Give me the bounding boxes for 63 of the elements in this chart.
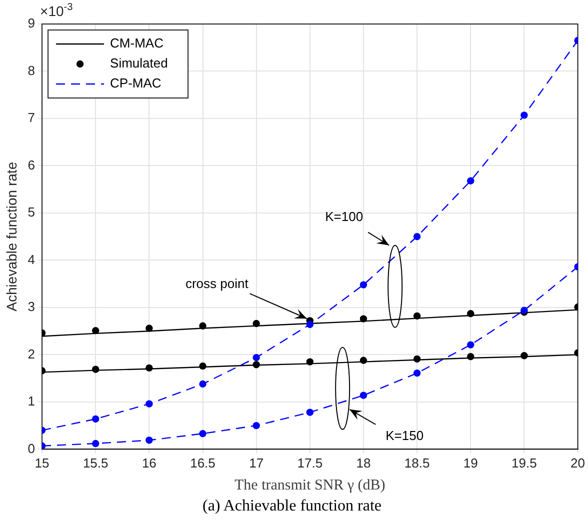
point bbox=[467, 177, 474, 184]
y-tick-label: 9 bbox=[28, 16, 36, 31]
y-tick-label: 3 bbox=[28, 299, 36, 314]
point bbox=[146, 364, 153, 372]
point bbox=[146, 400, 153, 408]
point bbox=[252, 422, 260, 430]
point bbox=[306, 320, 314, 328]
point bbox=[92, 440, 100, 448]
y-tick-label: 8 bbox=[28, 62, 36, 78]
y-tick-label: 4 bbox=[28, 252, 36, 267]
y-tick-label: 2 bbox=[28, 346, 36, 362]
point bbox=[413, 355, 421, 363]
point bbox=[360, 315, 368, 322]
x-tick-label: 17 bbox=[249, 456, 264, 471]
legend-label: Simulated bbox=[110, 56, 168, 71]
point bbox=[92, 327, 100, 334]
point bbox=[199, 430, 206, 438]
x-tick-label: 19.5 bbox=[512, 456, 537, 471]
point bbox=[413, 312, 421, 320]
point bbox=[413, 370, 421, 377]
x-tick-label: 18 bbox=[356, 456, 371, 471]
point bbox=[199, 380, 206, 388]
x-tick-label: 18.5 bbox=[404, 456, 430, 471]
x-tick-label: 19 bbox=[463, 456, 478, 471]
x-tick-label: 20 bbox=[570, 456, 586, 471]
point bbox=[306, 408, 314, 416]
point bbox=[146, 324, 153, 332]
point bbox=[467, 310, 474, 318]
x-tick-label: 15 bbox=[34, 456, 50, 471]
point bbox=[199, 362, 206, 370]
y-tick-label: 1 bbox=[28, 394, 36, 409]
annotation: K=100 bbox=[325, 208, 364, 224]
annotation: cross point bbox=[185, 276, 249, 292]
point bbox=[520, 352, 528, 360]
annotation: K=150 bbox=[386, 428, 424, 443]
point bbox=[467, 341, 474, 348]
y-tick-label: 5 bbox=[28, 204, 36, 220]
point bbox=[252, 361, 260, 368]
x-axis-title: The transmit SNR γ (dB) bbox=[234, 478, 386, 494]
legend-label: CM-MAC bbox=[110, 36, 164, 51]
y-tick-label: 6 bbox=[28, 157, 36, 172]
point bbox=[467, 353, 474, 360]
y-tick-label: 7 bbox=[28, 110, 36, 126]
x-tick-label: 17.5 bbox=[297, 456, 323, 471]
point bbox=[360, 281, 368, 288]
y-tick-label: 0 bbox=[28, 440, 36, 456]
point bbox=[413, 233, 421, 240]
point bbox=[360, 356, 368, 364]
x-tick-label: 16.5 bbox=[190, 456, 216, 471]
point bbox=[92, 415, 100, 423]
point bbox=[520, 112, 528, 119]
point bbox=[146, 436, 153, 444]
point bbox=[252, 354, 260, 362]
text: (a) Achievable function rate bbox=[202, 498, 382, 515]
point bbox=[360, 392, 368, 399]
point bbox=[199, 322, 206, 330]
y-axis-title: Achievable function rate bbox=[3, 162, 20, 312]
point bbox=[92, 366, 100, 373]
point bbox=[252, 320, 260, 328]
legend-label: CP-MAC bbox=[110, 76, 162, 91]
x-tick-label: 15.5 bbox=[82, 456, 108, 471]
point bbox=[306, 358, 314, 366]
x-tick-label: 16 bbox=[142, 456, 156, 471]
